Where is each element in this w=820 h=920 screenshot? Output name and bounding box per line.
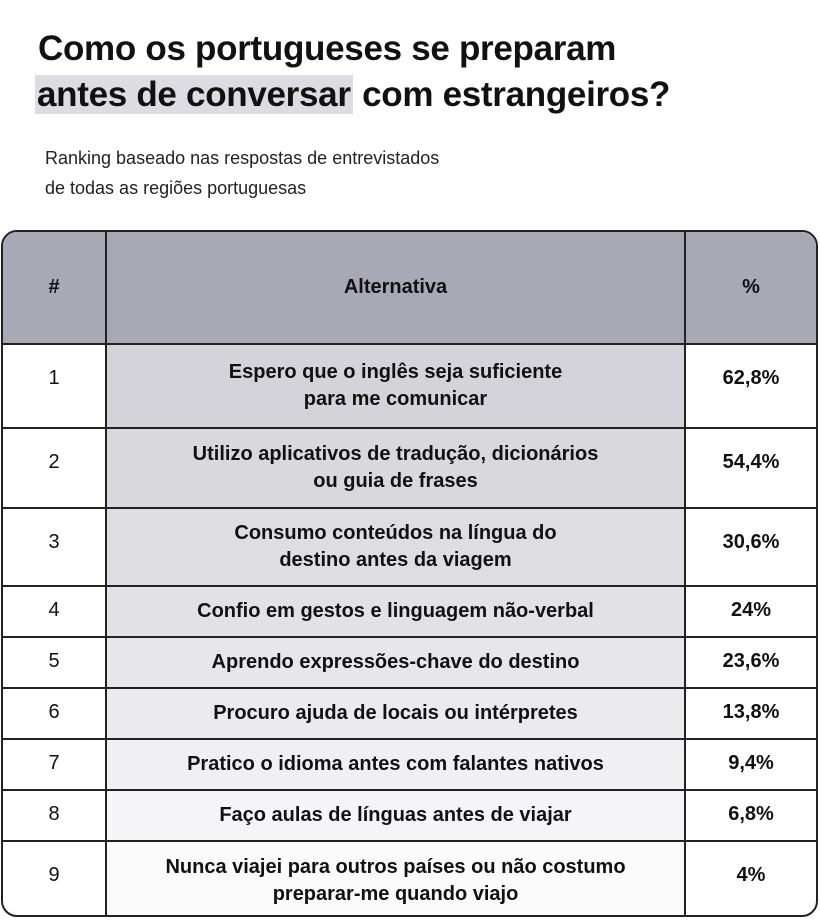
alternative-line-2: destino antes da viagem [279,549,512,571]
table-row: 1 Espero que o inglês seja suficiente par… [3,343,816,429]
alternative-line-1: Pratico o idioma antes com falantes nati… [187,753,604,775]
rank-cell: 1 [3,343,107,429]
subtitle: Ranking baseado nas respostas de entrevi… [45,143,439,203]
alternative-cell: Faço aulas de línguas antes de viajar [105,789,686,842]
subtitle-line-1: Ranking baseado nas respostas de entrevi… [45,148,440,168]
alternative-line-1: Faço aulas de línguas antes de viajar [219,804,572,826]
rank-cell: 7 [3,738,107,791]
alternative-line-1: Confio em gestos e linguagem não-verbal [197,600,594,622]
alternative-cell: Aprendo expressões-chave do destino [105,636,686,689]
rank-cell: 2 [3,427,107,509]
page-title: Como os portugueses se preparam antes de… [35,26,671,118]
table-row: 4 Confio em gestos e linguagem não-verba… [3,585,816,638]
title-highlight: antes de conversar [35,75,353,114]
table-row: 9 Nunca viajei para outros países ou não… [3,840,816,915]
percent-cell: 9,4% [684,738,816,791]
table-row: 3 Consumo conteúdos na língua do destino … [3,507,816,587]
alternative-line-1: Espero que o inglês seja suficiente [228,361,563,383]
header-alternative: Alternativa [105,232,686,345]
header-percent: % [684,232,816,345]
alternative-line-2: ou guia de frases [313,470,478,492]
rank-cell: 3 [3,507,107,587]
alternative-line-1: Consumo conteúdos na língua do [234,522,557,544]
rank-cell: 5 [3,636,107,689]
subtitle-line-2: de todas as regiões portuguesas [45,178,307,198]
alternative-line-1: Utilizo aplicativos de tradução, dicioná… [192,443,599,465]
percent-cell: 30,6% [684,507,816,587]
rank-cell: 9 [3,840,107,915]
percent-cell: 4% [684,840,816,915]
alternative-cell: Consumo conteúdos na língua do destino an… [105,507,686,587]
title-line-1: Como os portugueses se preparam [38,29,617,68]
alternative-cell: Nunca viajei para outros países ou não c… [105,840,686,915]
alternative-line-1: Procuro ajuda de locais ou intérpretes [213,702,578,724]
header-rank: # [3,232,107,345]
table-row: 2 Utilizo aplicativos de tradução, dicio… [3,427,816,509]
alternative-cell: Espero que o inglês seja suficiente para … [105,343,686,429]
title-line-2: com estrangeiros? [352,75,671,114]
rank-cell: 8 [3,789,107,842]
rank-cell: 4 [3,585,107,638]
alternative-cell: Pratico o idioma antes com falantes nati… [105,738,686,791]
percent-cell: 6,8% [684,789,816,842]
alternative-line-1: Aprendo expressões-chave do destino [211,651,580,673]
percent-cell: 54,4% [684,427,816,509]
percent-cell: 13,8% [684,687,816,740]
alternative-line-2: para me comunicar [303,388,488,410]
alternative-cell: Confio em gestos e linguagem não-verbal [105,585,686,638]
rank-cell: 6 [3,687,107,740]
ranking-table: # Alternativa % 1 Espero que o inglês se… [1,230,818,917]
table-header: # Alternativa % [3,232,816,345]
percent-cell: 23,6% [684,636,816,689]
table-row: 7 Pratico o idioma antes com falantes na… [3,738,816,791]
table-row: 5 Aprendo expressões-chave do destino 23… [3,636,816,689]
table-row: 8 Faço aulas de línguas antes de viajar … [3,789,816,842]
alternative-cell: Utilizo aplicativos de tradução, dicioná… [105,427,686,509]
percent-cell: 24% [684,585,816,638]
alternative-line-1: Nunca viajei para outros países ou não c… [165,855,626,878]
table-row: 6 Procuro ajuda de locais ou intérpretes… [3,687,816,740]
alternative-line-2: preparar-me quando viajo [272,882,519,905]
percent-cell: 62,8% [684,343,816,429]
alternative-cell: Procuro ajuda de locais ou intérpretes [105,687,686,740]
